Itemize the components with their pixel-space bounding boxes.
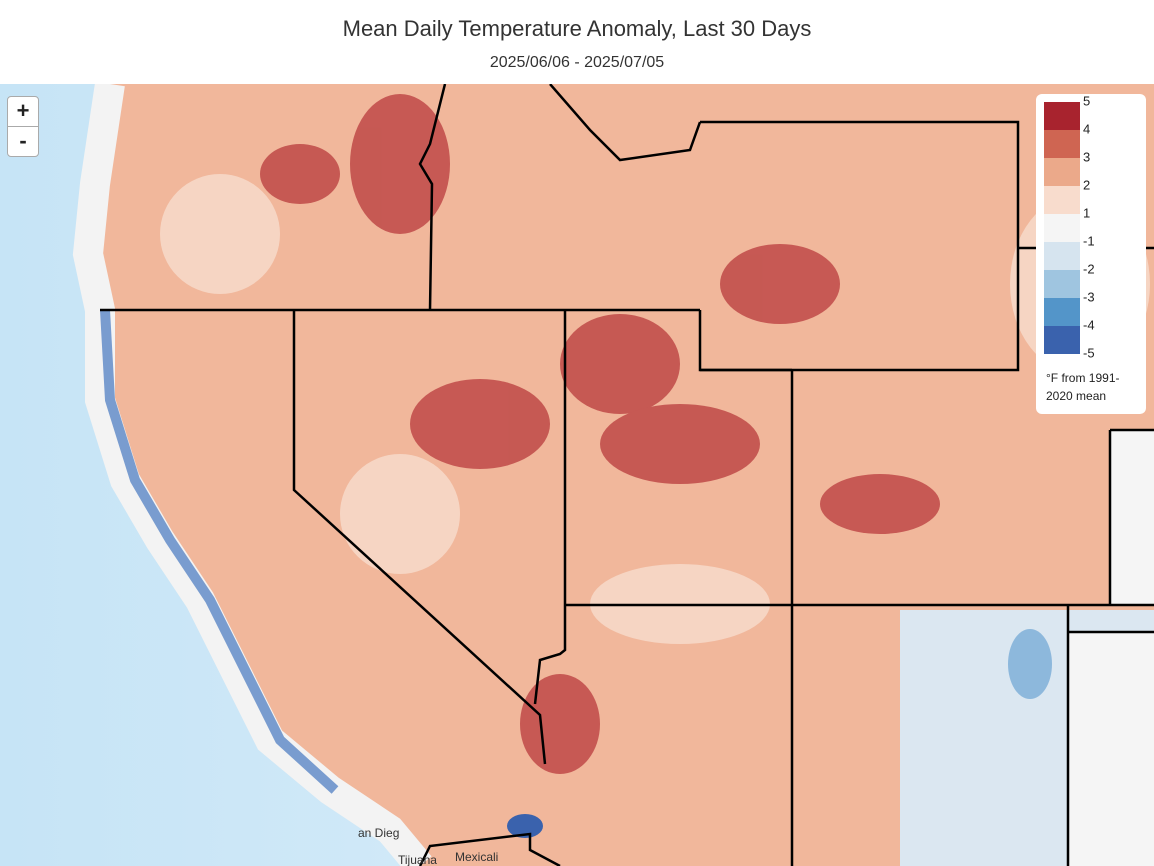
subtitle: 2025/06/06 - 2025/07/05 — [489, 54, 665, 71]
neutral-region — [1110, 430, 1154, 605]
legend-label: -2 — [1083, 261, 1095, 276]
legend-label: 4 — [1083, 121, 1090, 136]
land — [88, 84, 1154, 866]
legend-label: -1 — [1083, 233, 1095, 248]
legend: 5 4 3 2 1 -1 -2 -3 -4 -5 °F from 1991- 2020 mean — [1036, 93, 1146, 414]
legend-label: -5 — [1083, 345, 1095, 360]
legend-note: 2020 mean — [1046, 389, 1106, 403]
coast-blue — [100, 309, 339, 794]
legend-label: 1 — [1083, 205, 1090, 220]
legend-label: -3 — [1083, 289, 1095, 304]
place-label: an Dieg — [358, 826, 399, 840]
legend-label: -4 — [1083, 317, 1095, 332]
legend-note: °F from 1991- — [1046, 371, 1120, 385]
zoom-out[interactable]: - — [7, 126, 39, 157]
legend-graphic: 5 4 3 2 1 -1 -2 -3 -4 -5 °F from 1991- 2020 mean — [1044, 93, 1120, 403]
title: Mean Daily Temperature Anomaly, Last 30 … — [342, 16, 812, 41]
legend-swatch — [1044, 186, 1080, 214]
zoom-in[interactable]: + — [7, 96, 39, 127]
legend-swatch — [1044, 130, 1080, 158]
cool-patch — [1008, 629, 1052, 699]
place-label: Mexicali — [455, 850, 498, 864]
legend-label: 2 — [1083, 177, 1090, 192]
legend-swatch — [1044, 214, 1080, 242]
neutral-region — [1068, 632, 1154, 866]
map: an Dieg Tijuana Mexicali — [0, 84, 1154, 866]
cool-patch — [507, 814, 543, 838]
legend-label: 3 — [1083, 149, 1090, 164]
legend-swatch — [1044, 298, 1080, 326]
legend-label: 5 — [1083, 94, 1090, 108]
legend-swatch — [1044, 158, 1080, 186]
legend-swatch — [1044, 326, 1080, 354]
legend-swatch — [1044, 102, 1080, 130]
place-label: Tijuana — [398, 853, 437, 866]
legend-swatch — [1044, 270, 1080, 298]
legend-swatch — [1044, 242, 1080, 270]
warm-patches — [260, 94, 940, 774]
